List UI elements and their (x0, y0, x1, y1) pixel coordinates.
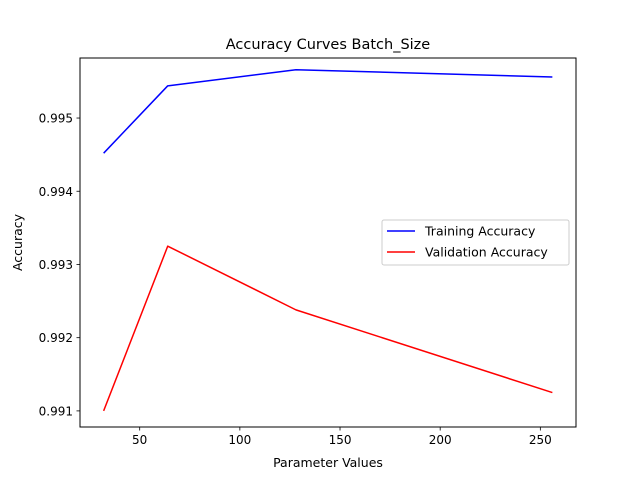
legend-box (381, 219, 570, 266)
legend-label-1: Training Accuracy (424, 224, 536, 239)
y-tick-label: 0.994 (39, 185, 73, 199)
x-axis-label: Parameter Values (273, 455, 383, 470)
y-axis-ticks: 0.991 0.992 0.993 0.994 0.995 (39, 112, 80, 418)
y-tick-label: 0.993 (39, 258, 73, 272)
y-axis-label: Accuracy (10, 213, 25, 271)
series-line-2 (102, 245, 553, 412)
plot-frame (79, 57, 577, 428)
y-tick-label: 0.991 (39, 404, 73, 418)
legend: Training Accuracy Validation Accuracy (381, 219, 570, 266)
y-tick-label: 0.992 (39, 331, 73, 345)
x-tick-label: 200 (429, 433, 452, 447)
x-tick-label: 100 (228, 433, 251, 447)
x-tick-label: 150 (329, 433, 352, 447)
x-axis-ticks: 50 100 150 200 250 (132, 427, 552, 447)
series-line-1 (103, 68, 553, 154)
legend-label-2: Validation Accuracy (425, 245, 548, 260)
x-tick-label: 250 (529, 433, 552, 447)
y-tick-label: 0.995 (39, 112, 73, 126)
chart-title: Accuracy Curves Batch_Size (226, 37, 431, 53)
x-tick-label: 50 (132, 433, 147, 447)
series-layer (102, 68, 553, 412)
